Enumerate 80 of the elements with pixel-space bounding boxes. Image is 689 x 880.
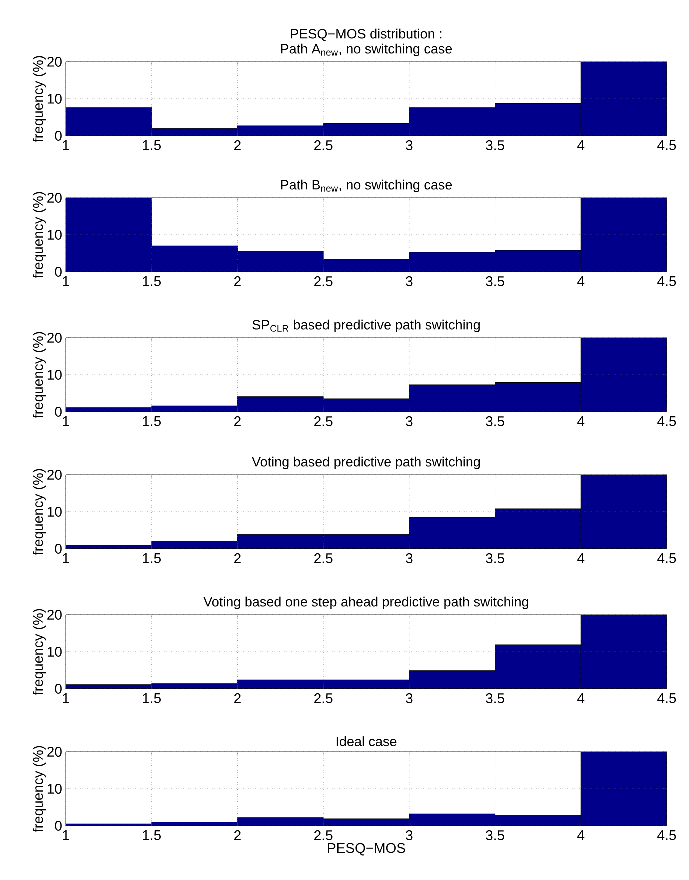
x-tick-label: 4 xyxy=(578,830,585,840)
x-tick-label: 1.5 xyxy=(143,276,161,286)
y-tick-label: 0 xyxy=(55,407,62,417)
y-axis-title: frequency (%) xyxy=(32,609,46,696)
x-tick-label: 2 xyxy=(234,416,241,426)
x-tick-label: 1.5 xyxy=(143,416,161,426)
x-tick-label: 3 xyxy=(406,140,413,150)
x-tick-label: 3.5 xyxy=(486,554,504,564)
y-tick-label: 10 xyxy=(48,647,62,657)
y-tick-label: 10 xyxy=(48,784,62,794)
x-tick-label: 2.5 xyxy=(314,416,333,426)
y-axis-title: frequency (%) xyxy=(32,746,46,832)
x-tick-label: 3 xyxy=(406,554,413,564)
x-tick-label: 3.5 xyxy=(486,830,504,840)
x-tick-label: 2.5 xyxy=(314,276,333,286)
x-tick-label: 1.5 xyxy=(143,830,161,840)
y-tick-label: 10 xyxy=(48,507,62,517)
chart-title: Path B$_{new}$, no switching case xyxy=(281,180,452,192)
x-tick-label: 2.5 xyxy=(314,140,333,150)
y-tick-label: 20 xyxy=(48,747,62,757)
chart-title: SP$_{CLR}$ based predictive path switching xyxy=(252,320,480,332)
x-tick-label: 2 xyxy=(234,830,241,840)
x-tick-label: 4.5 xyxy=(658,276,676,286)
x-tick-label: 4.5 xyxy=(658,416,676,426)
x-tick-label: 3 xyxy=(406,694,413,704)
x-tick-label: 4 xyxy=(578,276,585,286)
chart-title: Voting based one step ahead predictive path switching xyxy=(204,596,528,610)
y-tick-label: 10 xyxy=(48,94,62,104)
x-tick-label: 3.5 xyxy=(486,276,504,286)
x-tick-label: 2 xyxy=(234,694,241,704)
x-axis-title: PESQ−MOS xyxy=(328,843,406,856)
y-tick-label: 0 xyxy=(55,684,62,694)
chart-title: PESQ−MOS distribution : xyxy=(291,28,442,42)
x-tick-label: 4 xyxy=(578,554,585,564)
x-tick-label: 2 xyxy=(234,140,241,150)
y-tick-label: 20 xyxy=(48,610,62,620)
x-tick-label: 4.5 xyxy=(658,554,676,564)
x-tick-label: 2.5 xyxy=(314,554,333,564)
x-tick-label: 1.5 xyxy=(143,554,161,564)
x-tick-label: 1 xyxy=(63,416,70,426)
y-tick-label: 20 xyxy=(48,57,62,67)
x-tick-label: 2.5 xyxy=(314,830,333,840)
x-tick-label: 3 xyxy=(406,830,413,840)
x-tick-label: 2 xyxy=(234,554,241,564)
x-tick-label: 1 xyxy=(63,276,70,286)
y-tick-label: 10 xyxy=(48,230,62,240)
x-tick-label: 4 xyxy=(578,694,585,704)
y-tick-label: 0 xyxy=(55,544,62,554)
y-tick-label: 20 xyxy=(48,193,62,203)
x-tick-label: 1 xyxy=(63,830,70,840)
y-tick-label: 0 xyxy=(55,267,62,277)
x-tick-label: 1 xyxy=(63,554,70,564)
x-tick-label: 3 xyxy=(406,416,413,426)
y-tick-label: 0 xyxy=(55,821,62,831)
y-axis-title: frequency (%) xyxy=(32,56,46,142)
x-tick-label: 3.5 xyxy=(486,140,504,150)
x-tick-label: 3.5 xyxy=(486,694,504,704)
x-tick-label: 4.5 xyxy=(658,830,676,840)
chart-title: Voting based predictive path switching xyxy=(252,456,480,470)
x-tick-label: 1.5 xyxy=(143,694,161,704)
x-tick-label: 1.5 xyxy=(143,140,161,150)
y-tick-label: 0 xyxy=(55,131,62,141)
chart-subtitle: Path A$_{new}$, no switching case xyxy=(281,44,452,56)
x-tick-label: 4 xyxy=(578,416,585,426)
x-tick-label: 3 xyxy=(406,276,413,286)
x-tick-label: 4.5 xyxy=(658,140,676,150)
y-axis-title: frequency (%) xyxy=(32,192,46,278)
y-tick-label: 20 xyxy=(48,333,62,343)
y-tick-label: 10 xyxy=(48,370,62,380)
x-tick-label: 1 xyxy=(63,140,70,150)
y-tick-label: 20 xyxy=(48,470,62,480)
x-tick-label: 1 xyxy=(63,694,70,704)
x-tick-label: 4 xyxy=(578,140,585,150)
y-axis-title: frequency (%) xyxy=(32,332,46,418)
x-tick-label: 2 xyxy=(234,276,241,286)
chart-title: Ideal case xyxy=(336,736,397,746)
x-tick-label: 2.5 xyxy=(314,694,333,704)
x-tick-label: 3.5 xyxy=(486,416,504,426)
x-tick-label: 4.5 xyxy=(658,694,676,704)
y-axis-title: frequency (%) xyxy=(32,469,46,556)
